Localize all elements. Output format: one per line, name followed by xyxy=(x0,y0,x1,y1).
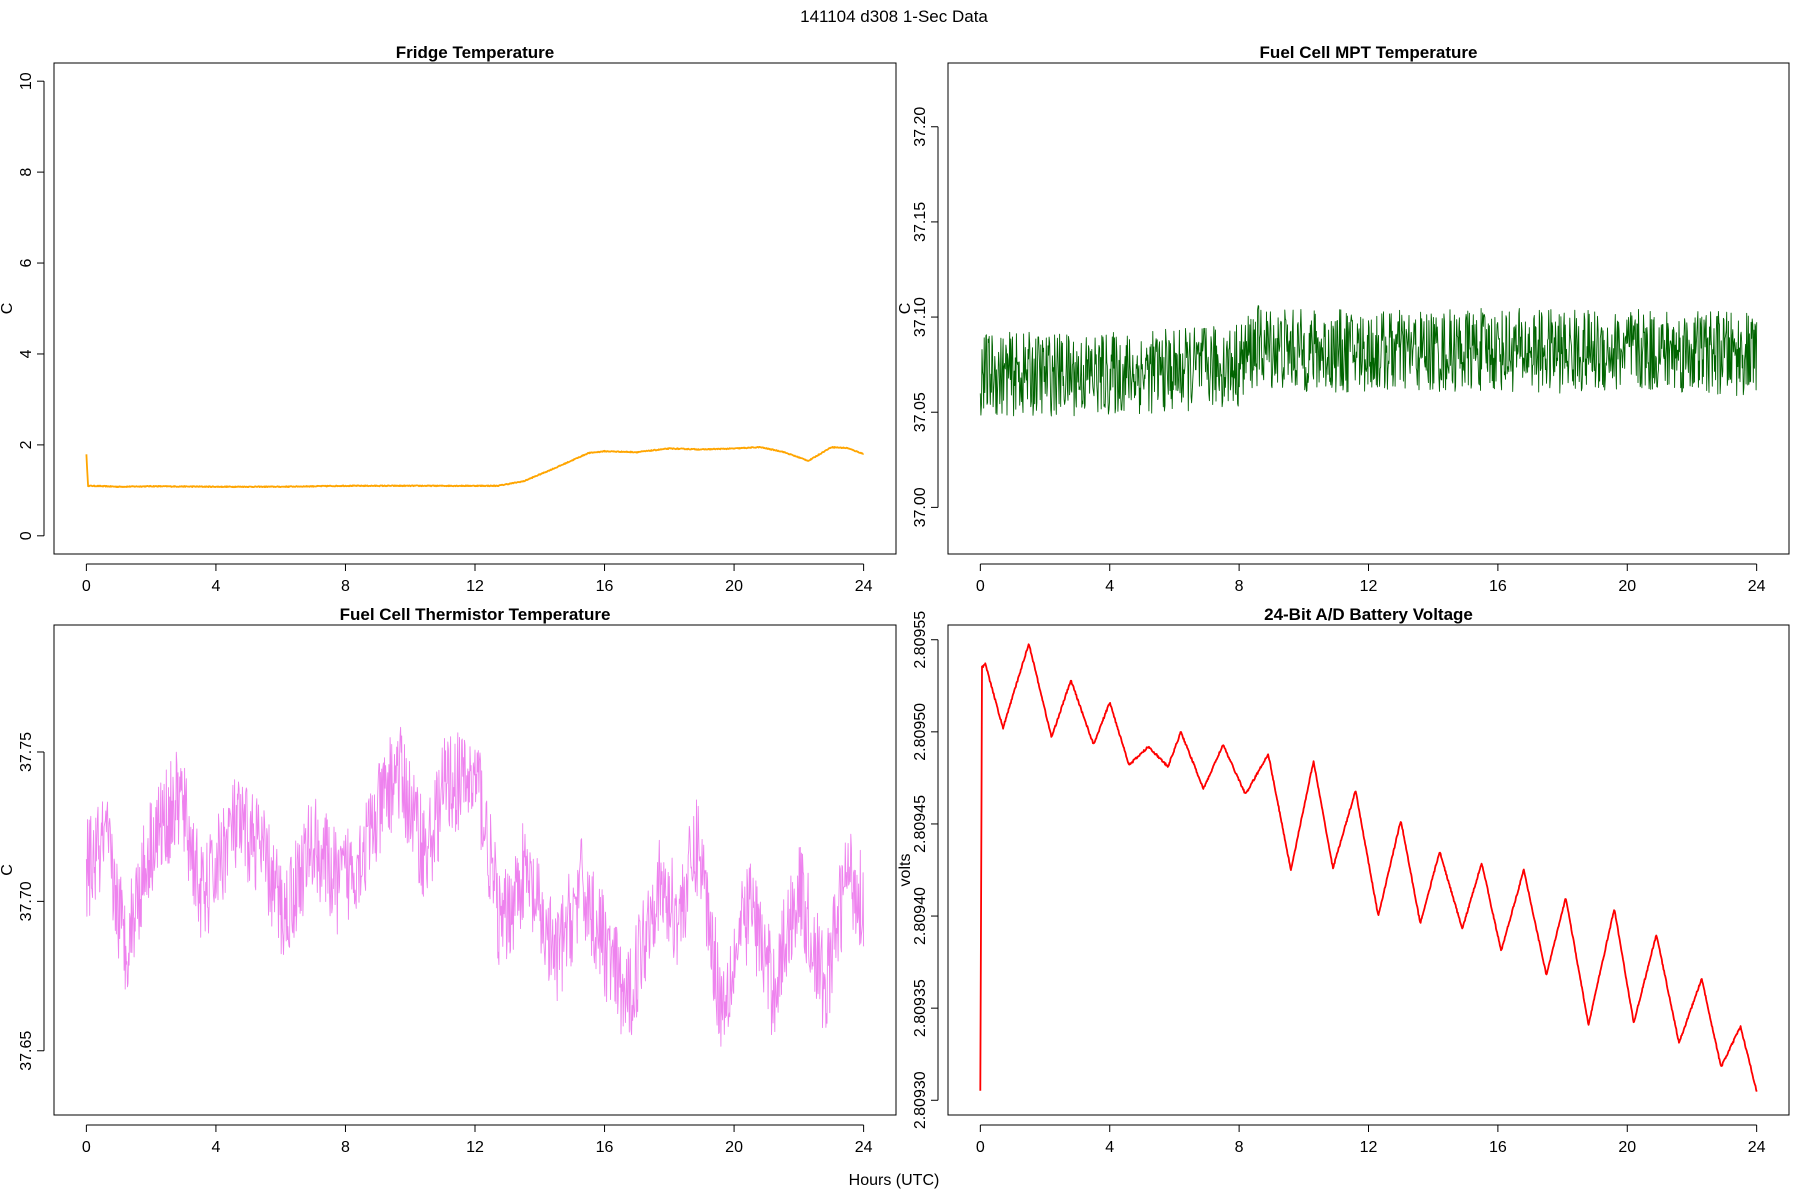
x-tick-label: 20 xyxy=(725,1139,743,1156)
y-axis-label: volts xyxy=(897,854,914,887)
x-tick-label: 24 xyxy=(855,578,873,595)
plot-frame xyxy=(53,624,897,1116)
x-tick-label: 0 xyxy=(82,1139,91,1156)
x-tick-label: 8 xyxy=(1235,578,1244,595)
chart-title: Fuel Cell Thermistor Temperature xyxy=(340,605,611,624)
y-tick-label: 37.75 xyxy=(18,732,35,772)
x-tick-label: 8 xyxy=(1235,1139,1244,1156)
y-tick-label: 2.80950 xyxy=(912,703,929,761)
y-axis: 0 2 4 6 8 10 xyxy=(18,72,45,540)
x-tick-label: 24 xyxy=(1748,578,1766,595)
y-axis: 2.80930 2.80935 2.80940 2.80945 2.80950 2.809… xyxy=(912,611,939,1129)
y-tick-label: 4 xyxy=(18,349,35,358)
x-tick-label: 24 xyxy=(1748,1139,1766,1156)
chart-panel: Fuel Cell MPT Temperature 0 4 8 12 16 20 24 37.0… xyxy=(897,43,1790,595)
x-axis: 0 4 8 12 16 20 24 xyxy=(976,1124,1766,1156)
x-axis: 0 4 8 12 16 20 24 xyxy=(976,563,1766,595)
figure-x-axis-label: Hours (UTC) xyxy=(849,1172,940,1189)
x-tick-label: 20 xyxy=(1618,1139,1636,1156)
y-tick-label: 37.05 xyxy=(912,392,929,432)
x-tick-label: 0 xyxy=(82,578,91,595)
y-tick-label: 0 xyxy=(18,531,35,540)
plot-frame xyxy=(947,624,1790,1116)
x-tick-label: 12 xyxy=(466,1139,484,1156)
y-tick-label: 8 xyxy=(18,168,35,177)
y-tick-label: 37.15 xyxy=(912,202,929,242)
series-line xyxy=(85,726,865,1047)
x-tick-label: 20 xyxy=(1618,578,1636,595)
y-tick-label: 2.80945 xyxy=(912,795,929,853)
y-tick-label: 2 xyxy=(18,440,35,449)
x-tick-label: 16 xyxy=(1489,578,1507,595)
x-tick-label: 16 xyxy=(596,578,614,595)
x-tick-label: 4 xyxy=(211,578,220,595)
x-axis: 0 4 8 12 16 20 24 xyxy=(82,563,873,595)
x-tick-label: 12 xyxy=(1360,578,1378,595)
x-tick-label: 4 xyxy=(1105,578,1114,595)
x-tick-label: 8 xyxy=(341,578,350,595)
y-tick-label: 10 xyxy=(18,72,35,90)
plot-frame xyxy=(947,62,1790,555)
y-tick-label: 2.80955 xyxy=(912,611,929,669)
series-line xyxy=(979,305,1758,417)
y-axis-label: C xyxy=(897,303,914,315)
figure-title: 141104 d308 1-Sec Data xyxy=(800,7,988,26)
series-line xyxy=(979,643,1758,1092)
x-tick-label: 12 xyxy=(466,578,484,595)
x-tick-label: 4 xyxy=(211,1139,220,1156)
y-tick-label: 37.10 xyxy=(912,297,929,337)
y-tick-label: 37.70 xyxy=(18,881,35,921)
y-axis: 37.00 37.05 37.10 37.15 37.20 xyxy=(912,107,939,527)
chart-title: 24-Bit A/D Battery Voltage xyxy=(1264,605,1473,624)
chart-title: Fridge Temperature xyxy=(396,43,554,62)
y-tick-label: 37.20 xyxy=(912,107,929,147)
y-tick-label: 2.80940 xyxy=(912,887,929,945)
series-line xyxy=(85,445,864,489)
x-axis: 0 4 8 12 16 20 24 xyxy=(82,1124,873,1156)
y-axis: 37.65 37.70 37.75 xyxy=(18,732,45,1071)
x-tick-label: 16 xyxy=(596,1139,614,1156)
chart-panel: Fuel Cell Thermistor Temperature 0 4 8 12 16 2… xyxy=(0,605,897,1156)
plot-frame xyxy=(53,62,897,555)
y-tick-label: 6 xyxy=(18,258,35,267)
x-tick-label: 8 xyxy=(341,1139,350,1156)
y-tick-label: 2.80930 xyxy=(912,1071,929,1129)
x-tick-label: 12 xyxy=(1360,1139,1378,1156)
chart-title: Fuel Cell MPT Temperature xyxy=(1260,43,1478,62)
y-axis-label: C xyxy=(0,303,16,315)
x-tick-label: 0 xyxy=(976,578,985,595)
y-axis-label: C xyxy=(0,864,16,876)
y-tick-label: 2.80935 xyxy=(912,979,929,1037)
x-tick-label: 0 xyxy=(976,1139,985,1156)
x-tick-label: 4 xyxy=(1105,1139,1114,1156)
x-tick-label: 20 xyxy=(725,578,743,595)
y-tick-label: 37.00 xyxy=(912,487,929,527)
chart-panel: 24-Bit A/D Battery Voltage 0 4 8 12 16 20 24 2.8… xyxy=(897,605,1790,1156)
x-tick-label: 24 xyxy=(855,1139,873,1156)
y-tick-label: 37.65 xyxy=(18,1031,35,1071)
x-tick-label: 16 xyxy=(1489,1139,1507,1156)
